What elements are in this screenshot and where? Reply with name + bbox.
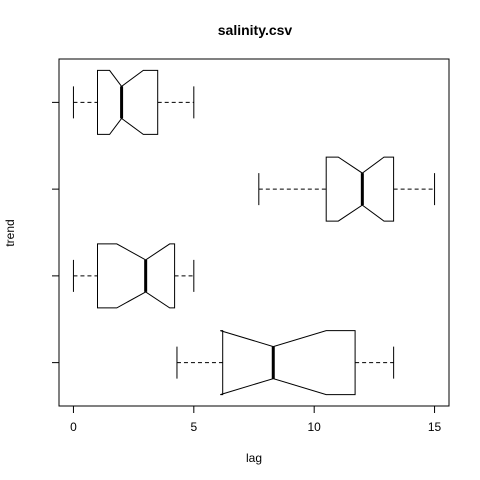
y-axis — [52, 101, 60, 364]
box-level-3 — [258, 156, 436, 222]
chart-title: salinity.csv — [218, 22, 293, 38]
boxes-group — [72, 69, 436, 396]
x-tick-label: 15 — [428, 420, 442, 434]
notched-box — [325, 156, 395, 222]
y-axis-label: trend — [3, 219, 17, 246]
box-level-2 — [72, 243, 195, 309]
x-axis-label: lag — [246, 451, 262, 465]
notched-box — [97, 243, 176, 309]
x-tick-label: 0 — [70, 420, 77, 434]
box-level-1 — [176, 330, 395, 396]
box-level-4 — [72, 69, 195, 135]
notched-box — [220, 330, 356, 396]
notched-box — [97, 69, 159, 135]
x-tick-label: 5 — [190, 420, 197, 434]
x-tick-label: 10 — [308, 420, 322, 434]
x-axis: 0 5 10 15 — [70, 405, 442, 434]
